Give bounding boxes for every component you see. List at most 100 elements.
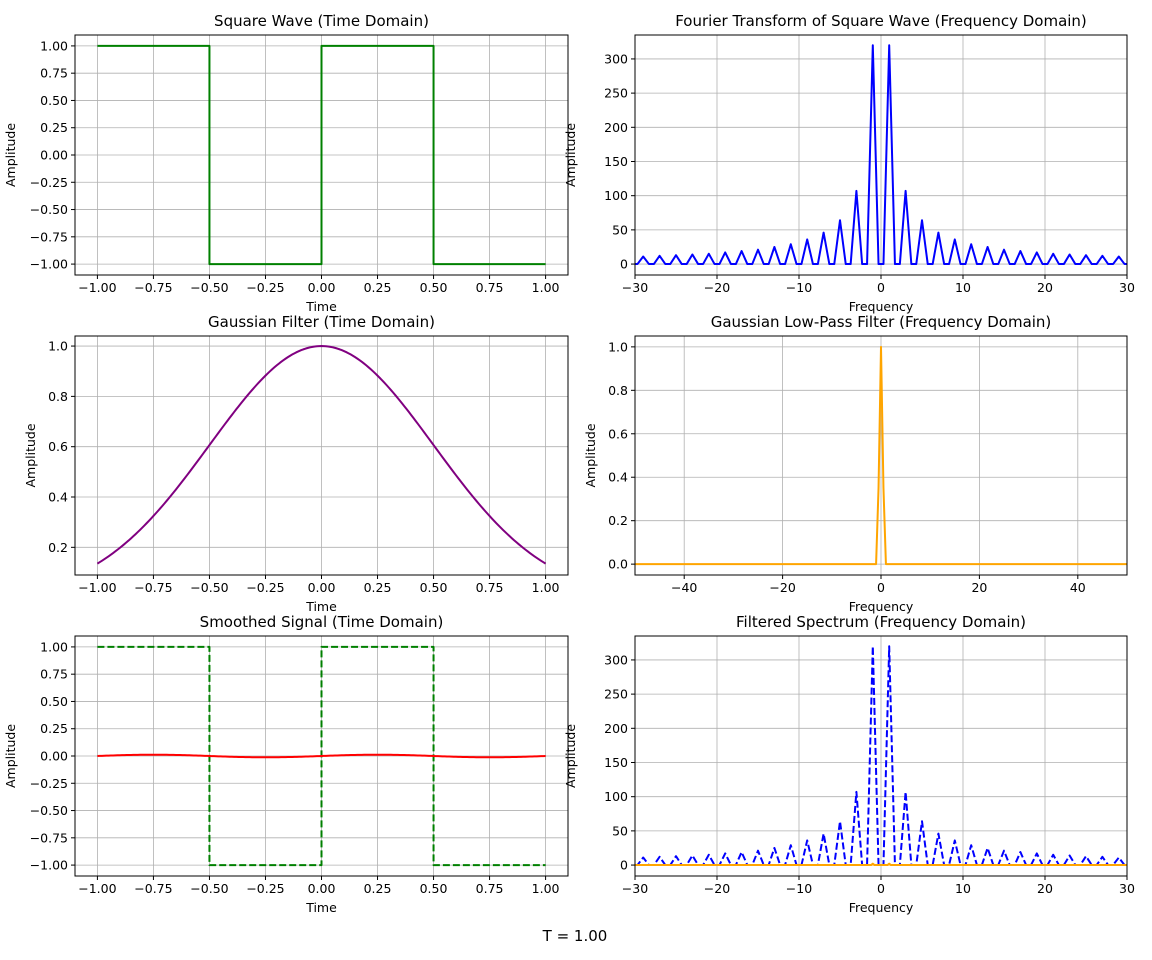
y-tick-label: −0.75 — [30, 229, 68, 244]
y-axis-label: Amplitude — [583, 423, 598, 487]
y-tick-label: 250 — [604, 86, 628, 101]
y-tick-label: 50 — [612, 823, 628, 838]
y-tick-label: −0.75 — [30, 830, 68, 845]
x-tick-label: −0.25 — [246, 881, 284, 896]
x-tick-label: −30 — [622, 881, 648, 896]
x-tick-label: −40 — [671, 580, 697, 595]
y-tick-label: 100 — [604, 789, 628, 804]
y-tick-label: 0.50 — [40, 694, 68, 709]
y-tick-label: 0.25 — [40, 721, 68, 736]
x-tick-label: 0.50 — [420, 280, 448, 295]
x-tick-label: −20 — [704, 881, 730, 896]
chart-filtered_freq: −30 −20 −10 0 10 20 30050100150200250300Filter… — [563, 613, 1135, 915]
x-tick-label: −10 — [786, 881, 812, 896]
x-tick-label: 30 — [1119, 881, 1135, 896]
x-tick-label: 1.00 — [532, 580, 560, 595]
x-tick-label: −0.25 — [246, 280, 284, 295]
x-tick-label: 0 — [877, 280, 885, 295]
chart-title: Square Wave (Time Domain) — [214, 12, 429, 30]
y-tick-label: 0.00 — [40, 148, 68, 163]
x-tick-label: 0.00 — [308, 280, 336, 295]
y-tick-label: 0.75 — [40, 66, 68, 81]
x-tick-label: −0.25 — [246, 580, 284, 595]
y-axis-label: Amplitude — [563, 724, 578, 788]
x-tick-label: 20 — [971, 580, 987, 595]
y-tick-label: 0.8 — [48, 389, 68, 404]
x-tick-label: 0.25 — [364, 280, 392, 295]
x-tick-label: −20 — [769, 580, 795, 595]
series-group — [96, 345, 547, 565]
x-tick-label: −0.50 — [190, 881, 228, 896]
series-group — [97, 645, 546, 867]
x-tick-label: −20 — [704, 280, 730, 295]
chart-gauss_freq: −40 −20 0 20 40 0.0 0.2 0.4 0.6 0.8 1.0 Gaussian Lo… — [583, 313, 1128, 614]
chart-title: Gaussian Low-Pass Filter (Frequency Doma… — [711, 313, 1052, 331]
series-line-square-wave — [97, 44, 546, 266]
y-tick-label: 100 — [604, 188, 628, 203]
figure-suptitle: T = 1.00 — [542, 927, 608, 945]
x-tick-label: 10 — [955, 881, 971, 896]
x-axis-label: Frequency — [849, 900, 914, 915]
y-tick-label: 0.4 — [608, 470, 628, 485]
x-tick-label: 0.50 — [420, 580, 448, 595]
series-line-low-pass — [635, 345, 1127, 566]
y-tick-label: 0.50 — [40, 93, 68, 108]
x-tick-label: −30 — [622, 280, 648, 295]
x-tick-label: 20 — [1037, 280, 1053, 295]
y-tick-label: 50 — [612, 222, 628, 237]
y-axis-label: Amplitude — [23, 423, 38, 487]
y-tick-label: 300 — [604, 652, 628, 667]
x-tick-label: 0.75 — [476, 881, 504, 896]
x-tick-label: 1.00 — [532, 881, 560, 896]
y-axis-label: Amplitude — [563, 123, 578, 187]
chart-square_freq: −30 −20 −10 0 10 20 30050100150200250300Fourie… — [563, 12, 1135, 314]
x-axis-label: Frequency — [849, 599, 914, 614]
y-tick-label: 150 — [604, 154, 628, 169]
series-group — [635, 44, 1127, 266]
x-tick-label: 40 — [1070, 580, 1086, 595]
y-tick-label: 0 — [620, 858, 628, 873]
y-axis-label: Amplitude — [3, 123, 18, 187]
x-tick-label: −10 — [786, 280, 812, 295]
x-tick-label: 1.00 — [532, 280, 560, 295]
series-group — [97, 44, 546, 266]
x-tick-label: −0.50 — [190, 280, 228, 295]
x-tick-label: 0.25 — [364, 580, 392, 595]
y-tick-label: −0.25 — [30, 776, 68, 791]
y-axis-label: Amplitude — [3, 724, 18, 788]
y-tick-label: 250 — [604, 687, 628, 702]
x-tick-label: 0.00 — [308, 580, 336, 595]
y-tick-label: 1.0 — [608, 339, 628, 354]
x-axis-label: Time — [305, 900, 337, 915]
y-tick-label: −0.50 — [30, 803, 68, 818]
x-tick-label: −1.00 — [78, 280, 116, 295]
x-tick-label: 0 — [877, 580, 885, 595]
series-group — [635, 345, 1127, 566]
y-tick-label: 1.00 — [40, 38, 68, 53]
x-tick-label: −0.75 — [134, 280, 172, 295]
y-tick-label: 0.2 — [608, 513, 628, 528]
x-tick-label: −1.00 — [78, 881, 116, 896]
x-tick-label: 0 — [877, 881, 885, 896]
y-tick-label: 200 — [604, 721, 628, 736]
x-tick-label: 20 — [1037, 881, 1053, 896]
x-tick-label: 0.50 — [420, 881, 448, 896]
y-tick-label: 1.00 — [40, 639, 68, 654]
chart-title: Smoothed Signal (Time Domain) — [200, 613, 444, 631]
x-tick-label: 10 — [955, 280, 971, 295]
x-tick-label: −0.75 — [134, 881, 172, 896]
x-tick-label: 0.25 — [364, 881, 392, 896]
y-tick-label: 300 — [604, 51, 628, 66]
chart-title: Filtered Spectrum (Frequency Domain) — [736, 613, 1026, 631]
y-tick-label: 0.6 — [608, 426, 628, 441]
x-tick-label: −1.00 — [78, 580, 116, 595]
chart-title: Gaussian Filter (Time Domain) — [208, 313, 435, 331]
y-tick-label: −1.00 — [30, 257, 68, 272]
x-tick-label: 0.75 — [476, 280, 504, 295]
y-tick-label: 0 — [620, 257, 628, 272]
x-tick-label: −0.75 — [134, 580, 172, 595]
x-axis-label: Frequency — [849, 299, 914, 314]
y-tick-label: −0.25 — [30, 175, 68, 190]
y-tick-label: 200 — [604, 120, 628, 135]
